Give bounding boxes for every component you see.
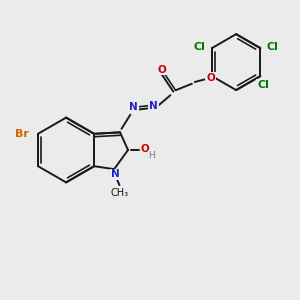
Text: O: O xyxy=(157,64,166,75)
Text: H: H xyxy=(148,151,155,160)
Text: O: O xyxy=(140,144,149,154)
Text: N: N xyxy=(149,101,158,111)
Text: N: N xyxy=(129,102,138,112)
Text: N: N xyxy=(111,169,120,179)
Text: Br: Br xyxy=(15,129,29,139)
Text: CH₃: CH₃ xyxy=(110,188,128,198)
Text: Cl: Cl xyxy=(257,80,269,90)
Text: Cl: Cl xyxy=(194,42,206,52)
Text: O: O xyxy=(206,73,215,82)
Text: Cl: Cl xyxy=(267,42,279,52)
